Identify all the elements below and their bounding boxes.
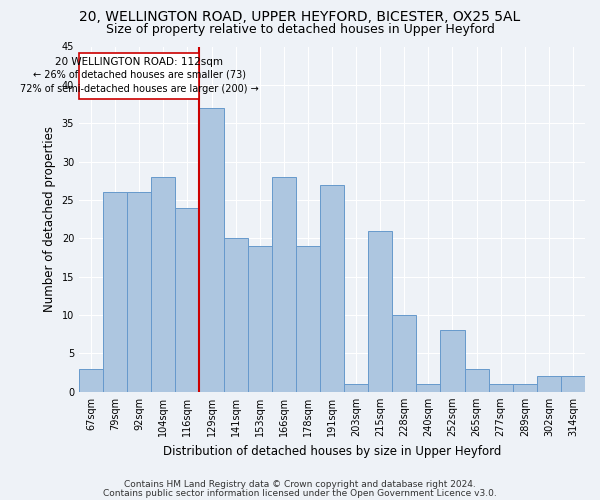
- Text: Contains HM Land Registry data © Crown copyright and database right 2024.: Contains HM Land Registry data © Crown c…: [124, 480, 476, 489]
- Bar: [175, 208, 199, 392]
- Bar: [561, 376, 585, 392]
- Y-axis label: Number of detached properties: Number of detached properties: [43, 126, 56, 312]
- Bar: [368, 230, 392, 392]
- Text: 20, WELLINGTON ROAD, UPPER HEYFORD, BICESTER, OX25 5AL: 20, WELLINGTON ROAD, UPPER HEYFORD, BICE…: [79, 10, 521, 24]
- X-axis label: Distribution of detached houses by size in Upper Heyford: Distribution of detached houses by size …: [163, 444, 501, 458]
- Bar: [79, 369, 103, 392]
- Bar: [103, 192, 127, 392]
- Bar: [224, 238, 248, 392]
- Bar: [464, 369, 488, 392]
- Bar: [392, 315, 416, 392]
- Bar: [199, 108, 224, 392]
- Bar: [537, 376, 561, 392]
- Bar: [272, 177, 296, 392]
- Bar: [127, 192, 151, 392]
- Bar: [440, 330, 464, 392]
- Bar: [248, 246, 272, 392]
- Text: 20 WELLINGTON ROAD: 112sqm: 20 WELLINGTON ROAD: 112sqm: [55, 57, 223, 67]
- Text: Contains public sector information licensed under the Open Government Licence v3: Contains public sector information licen…: [103, 488, 497, 498]
- Text: ← 26% of detached houses are smaller (73): ← 26% of detached houses are smaller (73…: [33, 70, 246, 80]
- Bar: [151, 177, 175, 392]
- Bar: [79, 52, 199, 98]
- Bar: [513, 384, 537, 392]
- Bar: [416, 384, 440, 392]
- Text: 72% of semi-detached houses are larger (200) →: 72% of semi-detached houses are larger (…: [20, 84, 259, 94]
- Bar: [296, 246, 320, 392]
- Bar: [344, 384, 368, 392]
- Text: Size of property relative to detached houses in Upper Heyford: Size of property relative to detached ho…: [106, 22, 494, 36]
- Bar: [320, 184, 344, 392]
- Bar: [488, 384, 513, 392]
